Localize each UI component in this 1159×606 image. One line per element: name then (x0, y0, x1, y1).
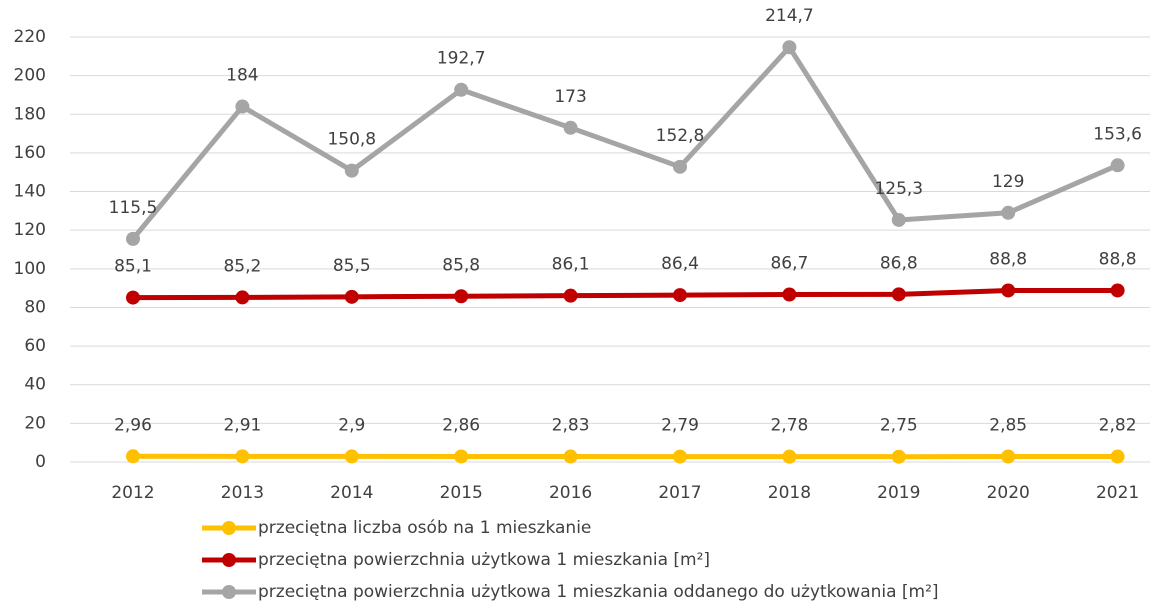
y-tick-label: 40 (24, 375, 46, 395)
data-label: 85,8 (442, 255, 480, 275)
x-tick-label: 2016 (549, 483, 592, 503)
y-tick-label: 60 (24, 336, 46, 356)
data-point (454, 289, 469, 304)
y-tick-label: 20 (24, 413, 46, 433)
data-point (454, 82, 469, 97)
legend-marker (222, 521, 236, 535)
data-point (563, 449, 578, 464)
data-label: 192,7 (437, 49, 486, 69)
data-point (1001, 205, 1016, 220)
data-point (1110, 158, 1125, 173)
data-label: 153,6 (1093, 124, 1142, 144)
data-point (673, 159, 687, 174)
data-label: 85,5 (333, 256, 371, 276)
legend-marker (222, 553, 236, 567)
data-label: 152,8 (656, 126, 705, 146)
data-label: 88,8 (989, 249, 1027, 269)
x-tick-label: 2017 (658, 483, 701, 503)
y-tick-label: 100 (14, 259, 46, 279)
data-point (344, 289, 359, 304)
y-tick-label: 0 (35, 452, 46, 472)
legend-label: przeciętna powierzchnia użytkowa 1 miesz… (258, 582, 939, 602)
data-label: 2,78 (770, 416, 808, 436)
data-point (891, 449, 906, 464)
data-point (235, 99, 250, 114)
data-label: 85,1 (114, 257, 152, 277)
data-point (673, 288, 687, 303)
legend-marker (222, 585, 236, 599)
data-point (891, 287, 906, 302)
x-tick-label: 2013 (221, 483, 264, 503)
data-point (563, 288, 578, 303)
data-point (454, 449, 469, 464)
data-label: 86,8 (880, 253, 918, 273)
data-point (126, 449, 140, 464)
data-point (235, 449, 250, 464)
data-label: 129 (992, 172, 1024, 192)
data-label: 2,75 (880, 416, 918, 436)
x-tick-label: 2021 (1096, 483, 1139, 503)
data-label: 86,7 (770, 254, 808, 274)
data-point (1001, 449, 1016, 464)
x-tick-label: 2014 (330, 483, 373, 503)
y-tick-label: 160 (14, 143, 46, 163)
data-label: 2,85 (989, 415, 1027, 435)
legend-label: przeciętna powierzchnia użytkowa 1 miesz… (258, 550, 710, 570)
data-label: 173 (554, 87, 586, 107)
series-line (132, 287, 1118, 301)
data-label: 2,96 (114, 415, 152, 435)
data-label: 125,3 (874, 179, 923, 199)
x-tick-label: 2019 (877, 483, 920, 503)
data-point (782, 287, 797, 302)
data-point (1110, 449, 1125, 464)
data-label: 2,86 (442, 415, 480, 435)
y-tick-label: 200 (14, 66, 46, 86)
data-label: 150,8 (327, 130, 376, 150)
legend-label: przeciętna liczba osób na 1 mieszkanie (258, 518, 591, 538)
data-label: 214,7 (765, 6, 814, 26)
data-point (1110, 283, 1125, 298)
data-point (782, 40, 797, 55)
y-tick-label: 80 (24, 297, 46, 317)
data-label: 115,5 (109, 198, 158, 218)
data-label: 85,2 (223, 256, 261, 276)
x-tick-label: 2015 (440, 483, 483, 503)
x-tick-label: 2020 (987, 483, 1030, 503)
data-label: 86,4 (661, 254, 699, 274)
data-point (782, 449, 797, 464)
series-line (131, 44, 1119, 241)
data-point (344, 163, 359, 178)
data-label: 86,1 (552, 255, 590, 275)
y-tick-label: 180 (14, 104, 46, 124)
data-label: 2,9 (338, 415, 365, 435)
data-point (673, 449, 687, 464)
data-point (1001, 283, 1016, 298)
x-tick-label: 2018 (768, 483, 811, 503)
y-tick-label: 120 (14, 220, 46, 240)
data-label: 2,79 (661, 416, 699, 436)
data-point (344, 449, 359, 464)
data-point (891, 212, 906, 227)
y-tick-label: 220 (14, 27, 46, 47)
data-point (235, 290, 250, 305)
data-label: 2,91 (223, 415, 261, 435)
data-point (126, 290, 140, 305)
data-label: 2,82 (1099, 416, 1137, 436)
y-tick-label: 140 (14, 182, 46, 202)
data-point (126, 231, 140, 246)
data-point (563, 120, 578, 135)
x-tick-label: 2012 (111, 483, 154, 503)
data-label: 2,83 (552, 416, 590, 436)
data-label: 184 (226, 66, 258, 86)
data-label: 88,8 (1099, 249, 1137, 269)
